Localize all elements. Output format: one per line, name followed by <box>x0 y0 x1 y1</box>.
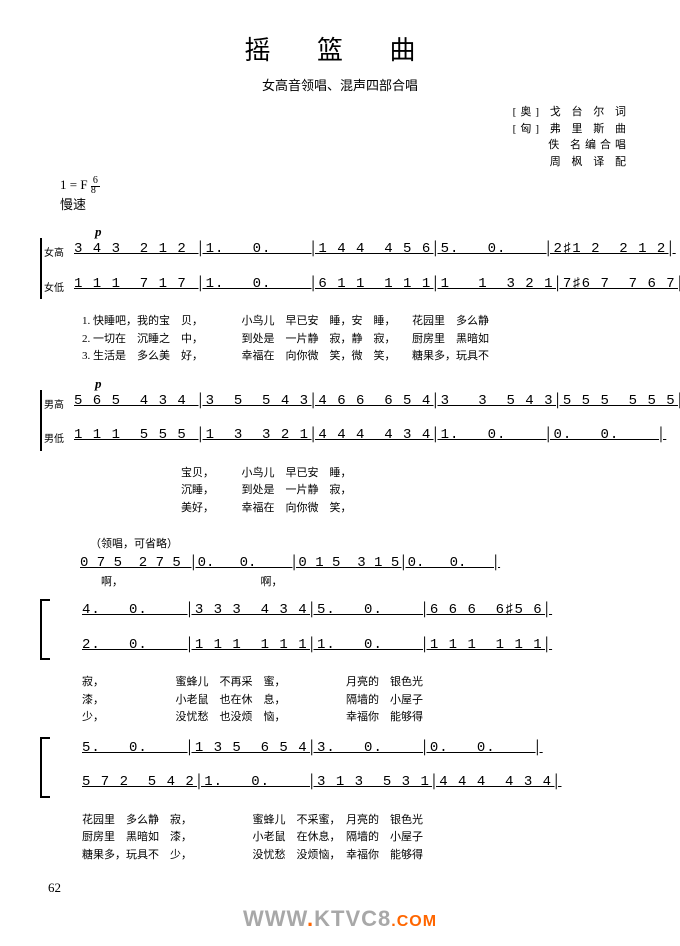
staff-alto-1: 1 1 1 7 1 7 │1. 0. │6 1 1 1 1 1│1 1 3 2 … <box>74 273 680 295</box>
part-label-soprano <box>52 599 82 605</box>
staff-soprano-2: 4. 0. │3 3 3 4 3 4│5. 0. │6 6 6 6♯5 6│ <box>82 599 640 621</box>
lyric-s2-v2: 漆， 小老鼠 也在休 息， 隔墙的 小屋子 <box>82 692 640 710</box>
credit-arranger: 佚 名编合唱 <box>40 137 630 154</box>
part-label-bass <box>52 771 82 777</box>
lyrics-block-1: 1. 快睡吧，我的宝 贝， 小鸟儿 早已安 睡，安 睡， 花园里 多么静 2. … <box>82 313 640 366</box>
tempo-marking: 慢速 <box>60 197 86 212</box>
credit-lyricist: [奥] 戈 台 尔 词 <box>40 104 630 121</box>
key-signature: 1 = F <box>60 177 88 192</box>
time-sig-denominator: 8 <box>91 185 96 196</box>
page-subtitle: 女高音领唱、混声四部合唱 <box>40 75 640 94</box>
lyric-verse-3: 3. 生活是 多么美 好， 幸福在 向你微 笑，微 笑， 糖果多，玩具不 <box>82 348 640 366</box>
part-label-alto: 女低 <box>44 273 74 294</box>
lyrics-block-2b: 花园里 多么静 寂， 蜜蜂儿 不采蜜， 月亮的 银色光 厨房里 黑暗如 漆， 小… <box>82 812 640 865</box>
staff-soprano-1: 3 4 3 2 1 2 │1. 0. │1 4 4 4 5 6│5. 0. │2… <box>74 238 680 260</box>
lyric-s2-v1: 寂， 蜜蜂儿 不再采 蜜， 月亮的 银色光 <box>82 674 640 692</box>
staff-tenor-2: 5. 0. │1 3 5 6 5 4│3. 0. │0. 0. │ <box>82 737 640 759</box>
score-system-1-upper: 女高 3 4 3 2 1 2 │1. 0. │1 4 4 4 5 6│5. 0.… <box>40 238 640 299</box>
part-label-tenor <box>52 737 82 743</box>
page-title: 摇 篮 曲 <box>40 30 640 67</box>
credit-composer: [匈] 弗 里 斯 曲 <box>40 121 630 138</box>
lyric-verse-1b: 宝贝， 小鸟儿 早已安 睡， <box>82 465 640 483</box>
bracket-icon <box>40 737 50 798</box>
lead-singer-note: （领唱，可省略） <box>90 535 640 551</box>
time-signature: 6 8 <box>91 176 100 196</box>
solo-lyric: 啊， 啊， <box>90 573 640 589</box>
part-label-alto <box>52 634 82 640</box>
lyric-verse-2: 2. 一切在 沉睡之 中， 到处是 一片静 寂，静 寂， 厨房里 黑暗如 <box>82 331 640 349</box>
staff-bass-1: 1 1 1 5 5 5 │1 3 3 2 1│4 4 4 4 3 4│1. 0.… <box>74 424 680 446</box>
page-number: 62 <box>48 880 61 896</box>
watermark-domain: KTVC8 <box>314 906 391 931</box>
score-system-2-upper: 4. 0. │3 3 3 4 3 4│5. 0. │6 6 6 6♯5 6│ 2… <box>40 599 640 660</box>
lyrics-block-2: 寂， 蜜蜂儿 不再采 蜜， 月亮的 银色光 漆， 小老鼠 也在休 息， 隔墙的 … <box>82 674 640 727</box>
staff-bass-2: 5 7 2 5 4 2│1. 0. │3 1 3 5 3 1│4 4 4 4 3… <box>82 771 640 793</box>
watermark: WWW.KTVC8.COM <box>243 906 437 932</box>
lyric-s2-v3: 少， 没忧愁 也没烦 恼， 幸福你 能够得 <box>82 709 640 727</box>
part-label-soprano: 女高 <box>44 238 74 259</box>
lyric-verse-2b: 沉睡， 到处是 一片静 寂， <box>82 482 640 500</box>
lyric-verse-3b: 美好， 幸福在 向你微 笑， <box>82 500 640 518</box>
bracket-icon <box>40 238 42 299</box>
staff-tenor-1: 5 6 5 4 3 4 │3 5 5 4 3│4 6 6 6 5 4│3 3 5… <box>74 390 680 412</box>
bracket-icon <box>40 599 50 660</box>
score-system-2-lower: 5. 0. │1 3 5 6 5 4│3. 0. │0. 0. │ 5 7 2 … <box>40 737 640 798</box>
lyric-s2b-v3: 糖果多，玩具不 少， 没忧愁 没烦恼， 幸福你 能够得 <box>82 847 640 865</box>
score-system-1-lower: 男高 5 6 5 4 3 4 │3 5 5 4 3│4 6 6 6 5 4│3 … <box>40 390 640 451</box>
staff-alto-2: 2. 0. │1 1 1 1 1 1│1. 0. │1 1 1 1 1 1│ <box>82 634 640 656</box>
part-label-bass: 男低 <box>44 424 74 445</box>
part-label-tenor: 男高 <box>44 390 74 411</box>
lyric-s2b-v2: 厨房里 黑暗如 漆， 小老鼠 在休息， 隔墙的 小屋子 <box>82 829 640 847</box>
credits-block: [奥] 戈 台 尔 词 [匈] 弗 里 斯 曲 佚 名编合唱 周 枫 译 配 <box>40 104 640 170</box>
key-tempo-block: 1 = F 6 8 慢速 <box>60 176 640 214</box>
bracket-icon <box>40 390 42 451</box>
watermark-www: WWW <box>243 906 307 931</box>
lyric-s2b-v1: 花园里 多么静 寂， 蜜蜂儿 不采蜜， 月亮的 银色光 <box>82 812 640 830</box>
watermark-tld: .COM <box>391 913 437 930</box>
solo-staff: 0 7 5 2 7 5 │0. 0. │0 1 5 3 1 5│0. 0. │ <box>80 555 640 571</box>
lyric-verse-1: 1. 快睡吧，我的宝 贝， 小鸟儿 早已安 睡，安 睡， 花园里 多么静 <box>82 313 640 331</box>
credit-translator: 周 枫 译 配 <box>40 154 630 171</box>
lyrics-block-1b: 宝贝， 小鸟儿 早已安 睡， 沉睡， 到处是 一片静 寂， 美好， 幸福在 向你… <box>82 465 640 518</box>
